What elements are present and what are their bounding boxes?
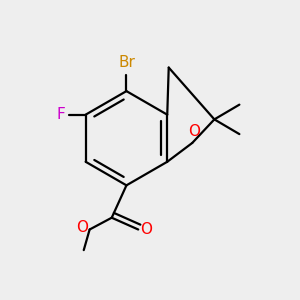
Text: F: F	[56, 107, 65, 122]
Text: O: O	[140, 222, 152, 237]
Text: Br: Br	[118, 56, 135, 70]
Text: O: O	[188, 124, 200, 140]
Text: O: O	[76, 220, 88, 235]
